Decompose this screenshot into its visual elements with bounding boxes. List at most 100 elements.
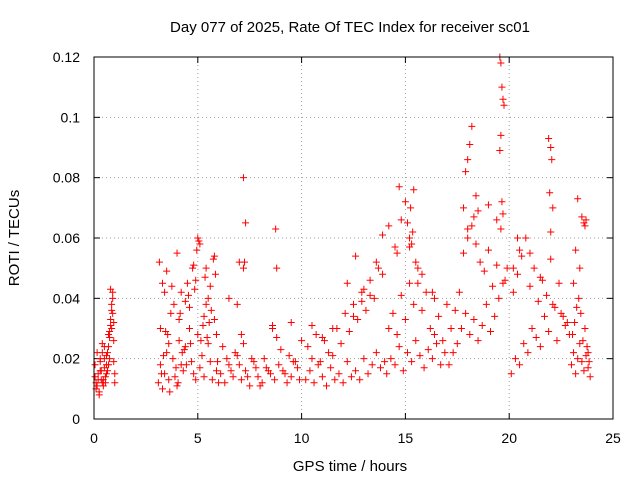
data-point bbox=[168, 282, 176, 290]
data-point bbox=[498, 198, 506, 206]
data-point bbox=[166, 388, 174, 396]
data-point bbox=[105, 361, 113, 369]
data-point bbox=[430, 331, 438, 339]
data-point bbox=[491, 312, 499, 320]
data-point bbox=[159, 279, 167, 287]
data-point bbox=[368, 361, 376, 369]
data-point bbox=[109, 309, 117, 317]
data-point bbox=[225, 361, 233, 369]
data-point bbox=[202, 264, 210, 272]
data-point bbox=[312, 331, 320, 339]
data-point bbox=[198, 352, 206, 360]
data-point bbox=[387, 355, 395, 363]
data-point bbox=[526, 249, 534, 257]
data-point bbox=[555, 279, 563, 287]
y-tick-label: 0.06 bbox=[53, 230, 80, 246]
data-point bbox=[184, 291, 192, 299]
data-point bbox=[553, 337, 561, 345]
data-point bbox=[360, 285, 368, 293]
data-point bbox=[95, 391, 103, 399]
data-point bbox=[356, 376, 364, 384]
data-point bbox=[576, 340, 584, 348]
data-point bbox=[329, 325, 337, 332]
data-point bbox=[241, 258, 249, 266]
data-point bbox=[399, 367, 407, 375]
data-point bbox=[248, 355, 256, 363]
data-point bbox=[424, 346, 432, 354]
data-point bbox=[273, 334, 281, 342]
y-axis-title: ROTI / TECUs bbox=[6, 190, 23, 286]
data-point bbox=[487, 328, 495, 336]
data-point bbox=[577, 309, 585, 317]
data-point bbox=[206, 358, 214, 366]
x-tick-label: 15 bbox=[398, 430, 414, 446]
data-point bbox=[310, 379, 318, 387]
data-point bbox=[343, 279, 351, 287]
data-point bbox=[231, 349, 239, 357]
data-point bbox=[437, 361, 445, 369]
data-point bbox=[509, 288, 517, 296]
data-point bbox=[91, 361, 99, 369]
data-point bbox=[97, 367, 105, 375]
data-point bbox=[185, 303, 193, 311]
data-point bbox=[341, 309, 349, 317]
data-point bbox=[337, 340, 345, 348]
data-point bbox=[170, 300, 178, 308]
data-point bbox=[219, 343, 227, 351]
data-point bbox=[350, 312, 357, 320]
axis-ticks bbox=[93, 56, 614, 420]
data-point bbox=[536, 273, 544, 281]
data-point bbox=[239, 340, 247, 348]
data-point bbox=[397, 216, 405, 224]
data-point bbox=[570, 349, 578, 357]
data-point bbox=[447, 325, 455, 332]
data-point bbox=[493, 261, 501, 269]
data-point bbox=[308, 321, 316, 329]
data-point bbox=[191, 285, 199, 293]
data-point bbox=[551, 303, 559, 311]
data-point bbox=[366, 291, 374, 299]
data-point bbox=[254, 373, 262, 381]
data-point bbox=[497, 59, 505, 67]
data-point bbox=[439, 337, 447, 345]
data-point bbox=[223, 355, 231, 363]
data-point bbox=[499, 210, 507, 218]
data-point bbox=[165, 376, 173, 384]
data-point bbox=[239, 174, 247, 182]
data-point bbox=[192, 276, 200, 284]
x-tick-label: 5 bbox=[194, 430, 202, 446]
data-point bbox=[441, 349, 449, 357]
data-point bbox=[372, 349, 380, 357]
data-point bbox=[549, 204, 557, 212]
data-point bbox=[412, 258, 420, 266]
data-point bbox=[110, 337, 118, 345]
data-point bbox=[174, 379, 182, 387]
data-point bbox=[110, 358, 118, 366]
data-point bbox=[157, 370, 165, 378]
data-point bbox=[225, 294, 233, 302]
data-point bbox=[331, 376, 339, 384]
data-point bbox=[277, 346, 285, 354]
data-point bbox=[362, 306, 370, 314]
data-point bbox=[167, 309, 175, 317]
data-point bbox=[215, 379, 223, 387]
data-point bbox=[298, 337, 306, 345]
data-point bbox=[212, 331, 220, 339]
data-point bbox=[269, 325, 277, 332]
data-point bbox=[103, 367, 111, 375]
data-point bbox=[217, 370, 225, 378]
data-point bbox=[474, 207, 482, 215]
data-point bbox=[516, 246, 524, 254]
data-point bbox=[160, 352, 168, 360]
data-point bbox=[563, 318, 571, 326]
data-point bbox=[264, 367, 272, 375]
y-tick-label: 0.02 bbox=[53, 351, 80, 367]
data-point bbox=[275, 361, 283, 369]
data-point bbox=[428, 288, 436, 296]
data-point bbox=[165, 340, 173, 348]
data-point bbox=[524, 349, 532, 357]
data-point bbox=[410, 300, 418, 308]
data-point bbox=[374, 264, 382, 272]
data-point bbox=[570, 279, 578, 287]
data-point bbox=[418, 306, 426, 314]
